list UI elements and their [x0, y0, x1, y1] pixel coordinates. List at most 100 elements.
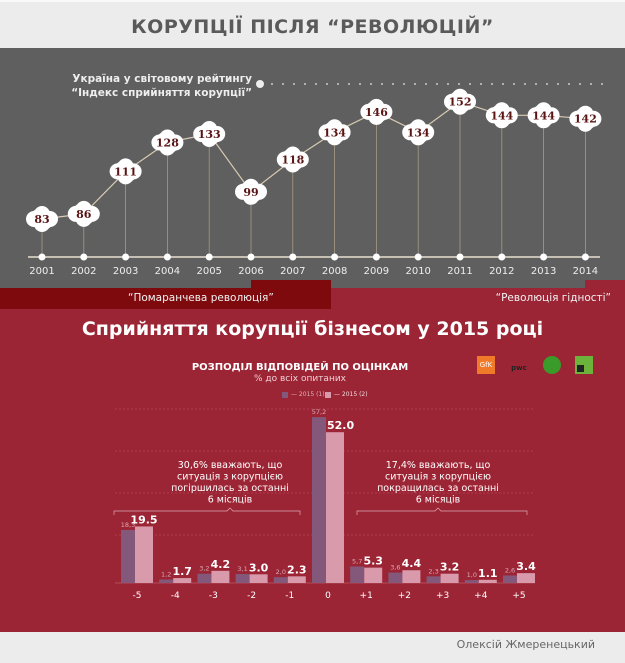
bar-label-series-2: 19.5: [130, 513, 157, 526]
bar-series-2: [287, 576, 306, 583]
bar-series-1: [273, 577, 288, 583]
category-label: -3: [209, 591, 218, 601]
author-name: Олексій Жмеренецький: [456, 638, 595, 651]
rank-value: 133: [198, 128, 221, 141]
bar-series-1: [503, 575, 517, 583]
bubble-lobe: [115, 161, 128, 174]
category-label: -5: [133, 591, 142, 601]
annotation-text: погіршилась за останні: [171, 483, 289, 494]
bubble-lobe: [81, 211, 94, 224]
bar-label-series-2: 3.4: [516, 560, 536, 573]
year-dot: [289, 253, 297, 261]
bar-label-series-2: 4.4: [402, 557, 422, 570]
bubble-lobe: [499, 113, 512, 126]
rank-bubble: 99: [235, 178, 267, 205]
bar-label-series-2: 3.0: [249, 561, 269, 574]
annotation-text: 17,4% вважають, що: [386, 460, 491, 471]
year-label: 2004: [155, 266, 180, 277]
year-dot: [456, 253, 464, 261]
rank-bubble: 111: [109, 158, 142, 185]
bar-series-1: [159, 579, 174, 583]
guide-dot-small: [524, 83, 526, 85]
bar-label-series-1: 1,2: [161, 571, 171, 579]
bar-series-1: [235, 574, 250, 583]
rank-value: 86: [76, 208, 92, 221]
year-dot: [414, 253, 422, 261]
guide-dot-small: [304, 83, 306, 85]
year-label: 2012: [489, 266, 514, 277]
rank-value: 83: [34, 213, 49, 226]
guide-dot-small: [546, 83, 548, 85]
legend-swatch: [282, 391, 288, 398]
legend-item-1: — 2015 (1): [282, 391, 325, 398]
year-label: 2013: [531, 266, 556, 277]
guide-dot-small: [447, 83, 449, 85]
ranking-panel: [0, 48, 625, 289]
year-label: 2010: [405, 266, 430, 277]
guide-dot-small: [480, 83, 482, 85]
category-label: +3: [436, 591, 449, 601]
guide-dot-small: [491, 83, 493, 85]
legend-swatch: [325, 391, 331, 398]
ranking-label-line1: Україна у світовому рейтингу: [72, 73, 252, 85]
bar-series-2: [173, 578, 192, 583]
category-label: +1: [360, 591, 373, 601]
bubble-lobe: [416, 130, 429, 143]
rank-bubble: 144: [527, 102, 560, 129]
rank-value: 146: [365, 106, 388, 119]
bubble-lobe: [165, 140, 178, 153]
rank-value: 134: [323, 126, 346, 139]
ranking-chart: 83 2001 86 2002 111 2003 128 2004 133 2005 99 2006 1…: [26, 80, 603, 277]
year-dot: [540, 253, 548, 261]
dignity-revolution-label: “Революція гідності”: [495, 292, 611, 304]
guide-dot-small: [337, 83, 339, 85]
banner-tab: [585, 280, 625, 289]
category-label: +2: [398, 591, 411, 601]
guide-dot-small: [271, 83, 273, 85]
rank-bubble: 146: [360, 98, 393, 125]
bar-label-series-1: 2,3: [428, 567, 438, 575]
bar-label-series-2: 52.0: [327, 419, 354, 432]
rank-bubble: 118: [276, 146, 309, 173]
year-label: 2002: [71, 266, 96, 277]
bubble-lobe: [575, 108, 588, 121]
rank-value: 144: [490, 109, 513, 122]
annotation-bracket: [113, 507, 301, 515]
bubble-lobe: [533, 105, 546, 118]
bar-label-series-1: 2,0: [276, 568, 286, 576]
rank-value: 128: [156, 137, 179, 150]
year-label: 2014: [573, 266, 598, 277]
bar-series-1: [197, 573, 212, 583]
year-label: 2001: [29, 266, 54, 277]
bar-label-series-2: 2.3: [287, 563, 307, 576]
rank-value: 134: [407, 126, 430, 139]
bar-label-series-2: 1.1: [478, 567, 498, 580]
bar-series-2: [440, 573, 459, 583]
banner-tab: [251, 280, 331, 289]
guide-dot-small: [282, 83, 284, 85]
guide-dot-small: [359, 83, 361, 85]
guide-dot-small: [392, 83, 394, 85]
bubble-lobe: [157, 132, 170, 145]
rank-value: 111: [114, 165, 137, 178]
year-dot: [372, 253, 380, 261]
rank-bubble: 134: [318, 119, 351, 146]
bar-series-2: [326, 432, 344, 583]
year-dot: [331, 253, 339, 261]
category-label: +4: [474, 591, 488, 601]
guide-dot-small: [348, 83, 350, 85]
rank-bubble: 83: [26, 206, 58, 232]
footer: Олексій Жмеренецький: [0, 632, 625, 663]
bar-label-series-1: 18,3: [121, 521, 135, 529]
guide-dot-small: [425, 83, 427, 85]
bar-series-2: [135, 526, 153, 583]
bar-label-series-1: 2,6: [505, 566, 515, 574]
guide-dot-small: [414, 83, 416, 85]
bar-series-1: [464, 580, 479, 583]
year-label: 2009: [364, 266, 389, 277]
category-label: 0: [325, 591, 331, 601]
rank-value: 152: [449, 96, 472, 109]
annotation-text: ситуація з корупцією: [177, 472, 283, 483]
rank-value: 144: [532, 109, 555, 122]
year-label: 2006: [238, 266, 263, 277]
